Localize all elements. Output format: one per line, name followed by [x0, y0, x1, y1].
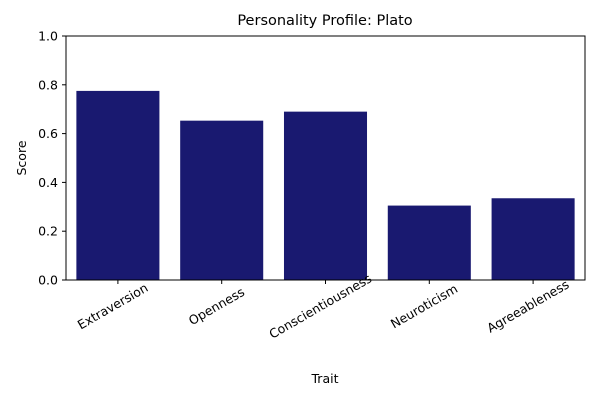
- bars-group: [76, 90, 575, 281]
- plot-frame: [65, 35, 586, 281]
- bar-extraversion: [76, 90, 160, 281]
- x-tick-label: Extraversion: [75, 280, 151, 332]
- y-axis: 0.0 0.2 0.4 0.6 0.8 1.0: [38, 29, 66, 288]
- y-tick-label: 0.2: [38, 224, 58, 239]
- x-tick-label: Agreeableness: [484, 277, 571, 336]
- bar-neuroticism: [387, 205, 471, 280]
- x-tick-label: Neuroticism: [388, 281, 460, 331]
- y-tick-label: 0.8: [38, 77, 58, 92]
- x-tick-label: Openness: [186, 284, 247, 328]
- y-axis-label: Score: [14, 140, 29, 175]
- bar-openness: [180, 120, 264, 280]
- x-axis-label: Trait: [311, 371, 339, 386]
- bar-conscientiousness: [283, 111, 368, 280]
- y-tick-label: 0.4: [38, 175, 58, 190]
- y-tick-label: 0.6: [38, 126, 58, 141]
- chart-title: Personality Profile: Plato: [237, 13, 412, 29]
- x-axis: Extraversion Openness Conscientiousness Neu…: [75, 271, 572, 342]
- y-tick-label: 0.0: [38, 273, 58, 288]
- bar-agreeableness: [491, 198, 575, 280]
- y-tick-label: 1.0: [38, 29, 58, 44]
- x-tick-label: Conscientiousness: [266, 271, 374, 342]
